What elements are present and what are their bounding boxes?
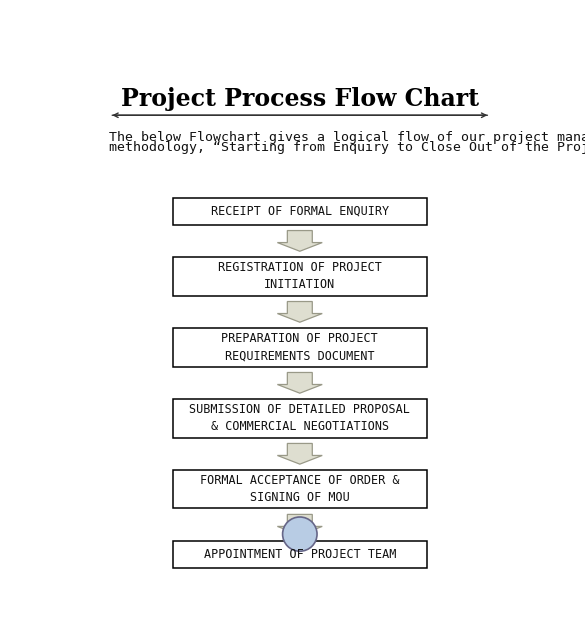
Text: SUBMISSION OF DETAILED PROPOSAL
& COMMERCIAL NEGOTIATIONS: SUBMISSION OF DETAILED PROPOSAL & COMMER… [190,403,410,433]
FancyBboxPatch shape [173,399,427,438]
Text: REGISTRATION OF PROJECT
INITIATION: REGISTRATION OF PROJECT INITIATION [218,261,382,291]
FancyBboxPatch shape [173,257,427,296]
Polygon shape [277,301,322,322]
Text: FORMAL ACCEPTANCE OF ORDER &
SIGNING OF MOU: FORMAL ACCEPTANCE OF ORDER & SIGNING OF … [200,474,400,504]
FancyBboxPatch shape [173,198,427,225]
FancyBboxPatch shape [173,328,427,367]
FancyBboxPatch shape [173,470,427,509]
Text: PREPARATION OF PROJECT
REQUIREMENTS DOCUMENT: PREPARATION OF PROJECT REQUIREMENTS DOCU… [222,332,378,362]
Text: The below Flowchart gives a logical flow of our project management: The below Flowchart gives a logical flow… [109,131,585,145]
Ellipse shape [283,517,317,551]
Text: Project Process Flow Chart: Project Process Flow Chart [121,87,479,111]
Polygon shape [277,574,322,595]
Text: RECEIPT OF FORMAL ENQUIRY: RECEIPT OF FORMAL ENQUIRY [211,205,389,218]
Text: methodology, “Starting from Enquiry to Close Out of the Project”: methodology, “Starting from Enquiry to C… [109,141,585,154]
FancyBboxPatch shape [173,541,427,568]
Polygon shape [277,372,322,393]
Text: APPOINTMENT OF PROJECT TEAM: APPOINTMENT OF PROJECT TEAM [204,548,396,561]
Polygon shape [277,444,322,464]
Polygon shape [277,515,322,535]
Polygon shape [277,230,322,252]
